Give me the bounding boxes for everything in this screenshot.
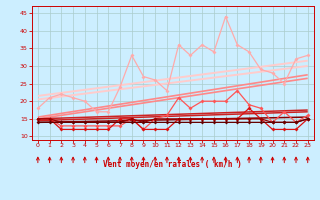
X-axis label: Vent moyen/en rafales ( km/h ): Vent moyen/en rafales ( km/h ) bbox=[103, 160, 242, 169]
